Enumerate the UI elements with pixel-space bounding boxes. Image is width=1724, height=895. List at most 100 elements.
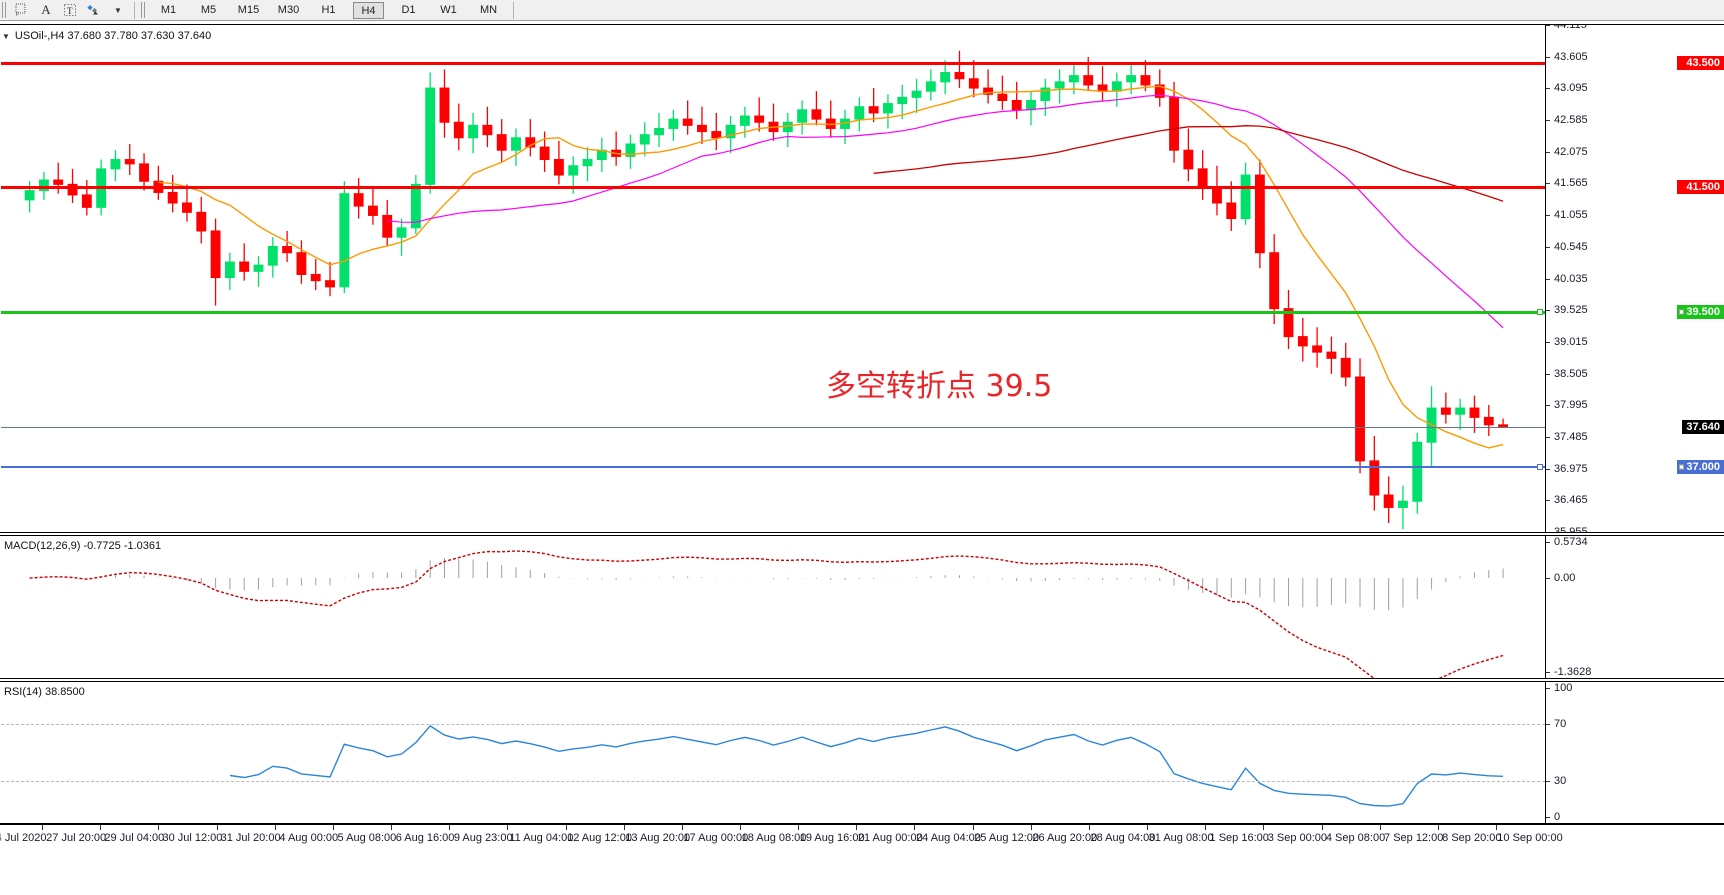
time-separator <box>216 825 218 830</box>
resistance-41500-line[interactable] <box>1 186 1545 190</box>
timeframe-m5[interactable]: M5 <box>200 3 217 16</box>
time-separator <box>391 825 393 830</box>
text-tool-icon[interactable]: A <box>41 2 51 17</box>
time-separator <box>1147 825 1149 830</box>
pivot-39500-line[interactable] <box>1 310 1545 314</box>
time-separator <box>158 825 160 830</box>
time-separator <box>449 825 451 830</box>
price-tick: 39.525 <box>1546 304 1588 316</box>
price-tick: 44.115 <box>1546 25 1587 31</box>
time-separator <box>798 825 800 830</box>
time-separator <box>1030 825 1032 830</box>
shapes-tool-icon[interactable] <box>82 1 106 20</box>
timeframe-selector: M1 M5 M15 M30 H1 H4 D1 W1 MN <box>153 1 504 19</box>
rsi-pane[interactable]: 100 70 30 0 RSI(14) 38.8500 <box>0 681 1724 824</box>
time-label: 12 Aug 12:00 <box>567 832 632 844</box>
chevron-down-icon[interactable]: ▼ <box>114 5 122 15</box>
timeframe-m30[interactable]: M30 <box>277 3 300 16</box>
time-separator <box>681 825 683 830</box>
time-label: 8 Sep 20:00 <box>1442 832 1502 844</box>
rsi-plot-area[interactable] <box>1 682 1546 823</box>
timeframe-mn[interactable]: MN <box>479 3 498 16</box>
macd-label: MACD(12,26,9) -0.7725 -1.0361 <box>4 540 162 552</box>
support-37000-tag[interactable]: 37.000 <box>1677 460 1724 475</box>
crosshair-icon[interactable]: F <box>10 1 34 20</box>
level-drag-knob[interactable] <box>1679 309 1685 315</box>
time-label: 5 Aug 08:00 <box>337 832 397 844</box>
time-label: 17 Aug 00:00 <box>683 832 749 844</box>
chart-annotation: 多空转折点 39.5 <box>826 369 1053 404</box>
timeframe-h4[interactable]: H4 <box>353 1 384 19</box>
svg-text:F: F <box>16 12 19 17</box>
rsi-tick: 0 <box>1546 811 1560 823</box>
support-37000-handle[interactable] <box>1537 464 1543 471</box>
time-separator <box>507 825 509 830</box>
price-tick: 43.605 <box>1546 51 1588 63</box>
rsi-level-70 <box>1 724 1545 726</box>
price-tick: 36.975 <box>1546 463 1588 475</box>
symbol-dropdown-icon[interactable]: ▼ <box>2 31 10 41</box>
price-tick: 41.055 <box>1546 209 1588 221</box>
timeframe-m1[interactable]: M1 <box>160 3 177 16</box>
svg-text:T: T <box>67 6 73 16</box>
pivot-39500-tag[interactable]: 39.500 <box>1677 304 1724 319</box>
resistance-43500-tag[interactable]: 43.500 <box>1677 56 1724 71</box>
rsi-tick: 70 <box>1546 718 1566 730</box>
resistance-43500-line[interactable] <box>1 62 1545 66</box>
time-label: 9 Aug 23:00 <box>453 832 513 844</box>
macd-pane[interactable]: 0.5734 0.00 -1.3628 MACD(12,26,9) -0.7725 … <box>0 535 1724 679</box>
price-plot-area[interactable]: 多空转折点 39.5 <box>1 25 1546 532</box>
time-label: 30 Jul 12:00 <box>162 832 223 844</box>
macd-axis: 0.5734 0.00 -1.3628 <box>1546 536 1724 678</box>
toolbar-divider-2 <box>513 1 514 19</box>
toolbar-grip[interactable] <box>2 2 8 18</box>
time-label: 13 Aug 20:00 <box>625 832 691 844</box>
price-axis[interactable]: 44.115 43.605 43.095 42.585 42.075 41.565 41.0… <box>1546 25 1724 532</box>
time-label: 4 Sep 08:00 <box>1325 832 1386 844</box>
last-price-37640-value: 37.640 <box>1686 421 1720 434</box>
timeframe-grip[interactable] <box>141 2 147 18</box>
time-label: 25 Aug 12:00 <box>974 832 1040 844</box>
chart-frame: 多空转折点 39.5 44.115 43.605 43.095 42.585 42.07… <box>0 21 1724 895</box>
timeframe-m15[interactable]: M15 <box>237 3 260 16</box>
time-separator <box>856 825 858 830</box>
label-tool-icon[interactable]: T <box>58 1 82 20</box>
symbol-ohlc-text: USOil-,H4 37.680 37.780 37.630 37.640 <box>14 30 212 42</box>
time-separator <box>100 825 102 830</box>
macd-tick: -1.3628 <box>1546 666 1591 678</box>
resistance-43500-value: 43.500 <box>1686 57 1720 70</box>
time-label: 19 Aug 16:00 <box>799 832 865 844</box>
price-pane[interactable]: 多空转折点 39.5 44.115 43.605 43.095 42.585 42.07… <box>0 24 1724 533</box>
level-drag-knob[interactable] <box>1679 464 1685 470</box>
time-label: 21 Aug 00:00 <box>857 832 923 844</box>
time-label: 6 Aug 16:00 <box>395 832 455 844</box>
time-separator <box>1205 825 1207 830</box>
timeframe-h1[interactable]: H1 <box>321 3 336 16</box>
time-separator <box>42 825 44 830</box>
time-separator <box>332 825 334 830</box>
time-label: 26 Aug 20:00 <box>1032 832 1098 844</box>
time-separator <box>740 825 741 830</box>
time-label: 27 Jul 20:00 <box>46 832 107 844</box>
macd-svg <box>29 550 1504 678</box>
price-tick: 40.545 <box>1546 241 1588 253</box>
timeframe-w1[interactable]: W1 <box>440 3 457 16</box>
time-label: 1 Sep 16:00 <box>1209 832 1269 844</box>
macd-tick: 0.5734 <box>1546 536 1588 548</box>
symbol-info-bar: ▼ USOil-,H4 37.680 37.780 37.630 37.640 <box>2 30 211 42</box>
time-label: 31 Aug 08:00 <box>1148 832 1214 844</box>
timeframe-d1[interactable]: D1 <box>401 3 416 16</box>
price-tick: 43.095 <box>1546 82 1588 94</box>
time-separator <box>1379 825 1381 830</box>
resistance-41500-tag[interactable]: 41.500 <box>1677 180 1724 195</box>
pivot-39500-handle[interactable] <box>1537 308 1543 315</box>
last-price-37640-tag[interactable]: 37.640 <box>1682 420 1724 435</box>
time-separator <box>1321 825 1323 830</box>
macd-plot-area[interactable] <box>1 536 1546 678</box>
support-37000-line[interactable] <box>1 466 1545 469</box>
time-label: 4 Aug 00:00 <box>279 832 339 844</box>
rsi-svg <box>229 724 1504 807</box>
time-separator <box>1088 825 1090 830</box>
time-label: 24 Jul 2020 <box>0 832 47 844</box>
